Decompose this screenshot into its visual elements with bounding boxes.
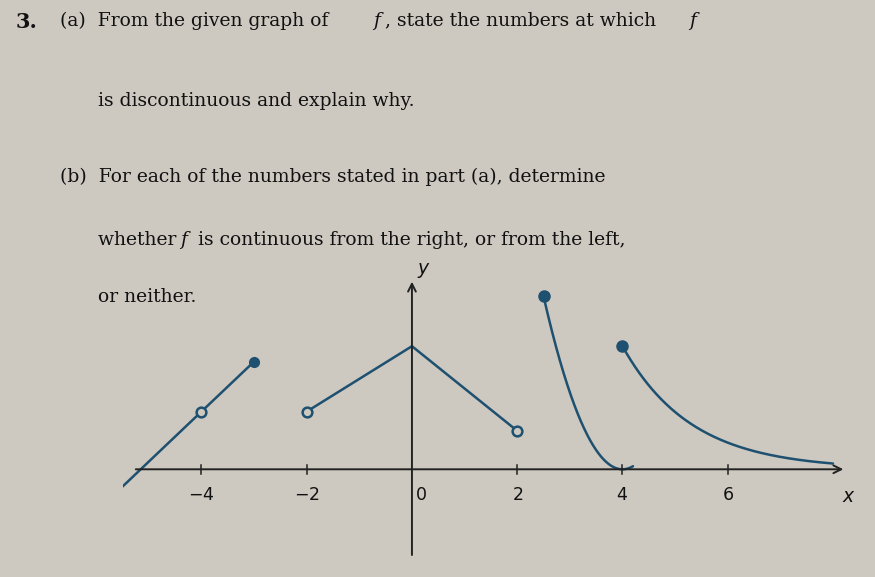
Text: $4$: $4$ bbox=[617, 486, 628, 504]
Text: whether: whether bbox=[98, 231, 182, 249]
Text: is continuous from the right, or from the left,: is continuous from the right, or from th… bbox=[192, 231, 625, 249]
Text: $2$: $2$ bbox=[512, 486, 523, 504]
Text: 3.: 3. bbox=[16, 12, 38, 32]
Text: (b)  For each of the numbers stated in part (a), determine: (b) For each of the numbers stated in pa… bbox=[60, 167, 605, 186]
Text: $y$: $y$ bbox=[416, 261, 430, 280]
Text: f: f bbox=[180, 231, 187, 249]
Text: or neither.: or neither. bbox=[98, 288, 196, 306]
Text: $6$: $6$ bbox=[722, 486, 734, 504]
Text: (a)  From the given graph of: (a) From the given graph of bbox=[60, 12, 334, 30]
Text: f: f bbox=[690, 12, 696, 29]
Text: $0$: $0$ bbox=[416, 486, 427, 504]
Text: $-2$: $-2$ bbox=[294, 486, 319, 504]
Text: $x$: $x$ bbox=[843, 488, 856, 506]
Text: , state the numbers at which: , state the numbers at which bbox=[385, 12, 662, 29]
Text: $-4$: $-4$ bbox=[188, 486, 214, 504]
Text: f: f bbox=[373, 12, 380, 29]
Text: is discontinuous and explain why.: is discontinuous and explain why. bbox=[98, 92, 415, 110]
